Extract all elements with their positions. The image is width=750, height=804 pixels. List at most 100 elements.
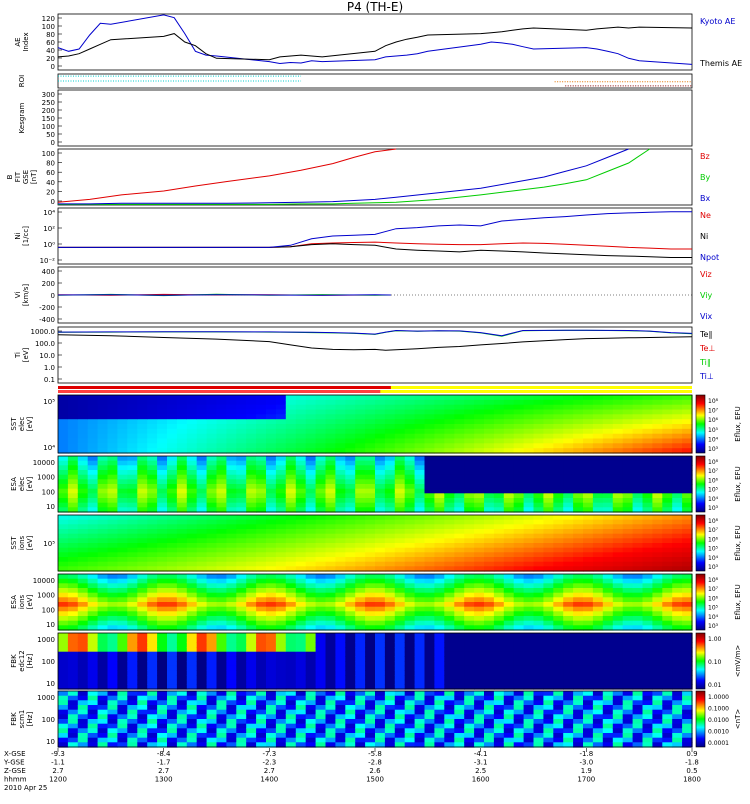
spectrogram-cell <box>493 515 505 521</box>
spectrogram-cell <box>246 404 257 411</box>
spectrogram-cell <box>196 474 208 480</box>
spectrogram-cell <box>335 443 346 449</box>
spectrogram-cell <box>583 498 594 504</box>
spectrogram-cell <box>87 574 99 580</box>
spectrogram-cell <box>147 448 158 454</box>
spectrogram-cell <box>137 533 148 539</box>
spectrogram-cell <box>305 465 317 471</box>
spectrogram-cell <box>87 705 99 711</box>
spectrogram-cell <box>464 438 475 444</box>
spectrogram-cell <box>464 616 475 622</box>
spectrogram-cell <box>573 414 584 420</box>
spectrogram-cell <box>157 675 168 681</box>
spectrogram-cell <box>157 543 168 549</box>
spectrogram-cell <box>107 616 118 622</box>
spectrogram-cell <box>246 709 257 715</box>
spectrogram-cell <box>632 538 644 544</box>
spectrogram-cell <box>216 651 227 657</box>
spectrogram-cell <box>137 642 148 648</box>
spectrogram-cell <box>147 719 158 725</box>
spectrogram-cell <box>612 665 624 671</box>
spectrogram-cell <box>186 465 198 471</box>
spectrogram-cell <box>672 493 683 499</box>
spectrogram-cell <box>335 409 346 415</box>
spectrogram-cell <box>216 642 227 648</box>
spectrogram-cell <box>97 583 109 589</box>
spectrogram-cell <box>553 529 564 535</box>
spectrogram-cell <box>58 547 69 553</box>
spectrogram-cell <box>513 538 525 544</box>
spectrogram-cell <box>513 661 525 667</box>
spectrogram-cell <box>196 670 208 676</box>
spectrogram-cell <box>513 561 525 567</box>
spectrogram-cell <box>414 602 426 608</box>
spectrogram-cell <box>533 647 544 653</box>
colorbar-tick-label: 10⁶ <box>708 595 719 602</box>
spectrogram-cell <box>345 719 356 725</box>
y-axis-label: [km/s] <box>22 284 30 307</box>
spectrogram-cell <box>513 574 525 580</box>
spectrogram-cell <box>206 547 218 553</box>
spectrogram-cell <box>256 709 267 715</box>
spectrogram-cell <box>602 633 614 639</box>
spectrogram-cell <box>97 647 109 653</box>
spectrogram-cell <box>117 409 128 415</box>
spectrogram-cell <box>226 742 237 748</box>
spectrogram-cell <box>295 493 307 499</box>
spectrogram-cell <box>474 529 485 535</box>
spectrogram-cell <box>375 665 386 671</box>
spectrogram-cell <box>256 428 267 435</box>
spectrogram-cell <box>523 700 535 706</box>
spectrogram-cell <box>583 533 594 539</box>
spectrogram-cell <box>226 625 237 631</box>
spectrogram-cell <box>246 684 257 690</box>
spectrogram-cell <box>186 460 198 466</box>
spectrogram-cell <box>266 479 277 485</box>
spectrogram-cell <box>444 588 455 594</box>
legend-label: Ti∥ <box>699 358 711 367</box>
spectrogram-cell <box>414 529 426 535</box>
spectrogram-cell <box>414 561 426 567</box>
spectrogram-cell <box>236 419 247 425</box>
spectrogram-cell <box>474 661 485 667</box>
spectrogram-cell <box>583 633 594 639</box>
spectrogram-cell <box>355 484 366 490</box>
spectrogram-cell <box>464 543 475 549</box>
spectrogram-cell <box>107 561 118 567</box>
spectrogram-cell <box>444 448 455 454</box>
spectrogram-cell <box>394 588 406 594</box>
spectrogram-cell <box>157 695 168 701</box>
spectrogram-cell <box>167 737 178 743</box>
spectrogram-cell <box>117 700 128 706</box>
spectrogram-cell <box>493 705 505 711</box>
spectrogram-cell <box>335 547 346 553</box>
spectrogram-cell <box>97 404 109 411</box>
spectrogram-cell <box>137 714 148 720</box>
spectrogram-cell <box>612 574 624 580</box>
spectrogram-cell <box>474 602 485 608</box>
spectrogram-cell <box>97 642 109 648</box>
spectrogram-cell <box>464 519 475 525</box>
spectrogram-cell <box>672 419 683 425</box>
spectrogram-cell <box>404 583 416 589</box>
spectrogram-cell <box>424 742 435 748</box>
spectrogram-cell <box>77 470 89 476</box>
spectrogram-cell <box>533 543 544 549</box>
spectrogram-cell <box>583 647 594 653</box>
spectrogram-cell <box>632 583 644 589</box>
spectrogram-cell <box>602 484 614 490</box>
spectrogram-cell <box>484 675 495 681</box>
spectrogram-cell <box>315 566 327 572</box>
spectrogram-cell <box>632 700 644 706</box>
spectrogram-cell <box>355 460 366 466</box>
spectrogram-cell <box>365 714 376 720</box>
spectrogram-cell <box>325 479 336 485</box>
spectrogram-cell <box>355 709 366 715</box>
spectrogram-cell <box>355 399 366 406</box>
spectrogram-cell <box>295 675 307 681</box>
spectrogram-cell <box>226 515 237 521</box>
spectrogram-cell <box>503 625 515 631</box>
spectrogram-cell <box>474 533 485 539</box>
spectrogram-cell <box>672 524 683 530</box>
spectrogram-cell <box>107 709 118 715</box>
